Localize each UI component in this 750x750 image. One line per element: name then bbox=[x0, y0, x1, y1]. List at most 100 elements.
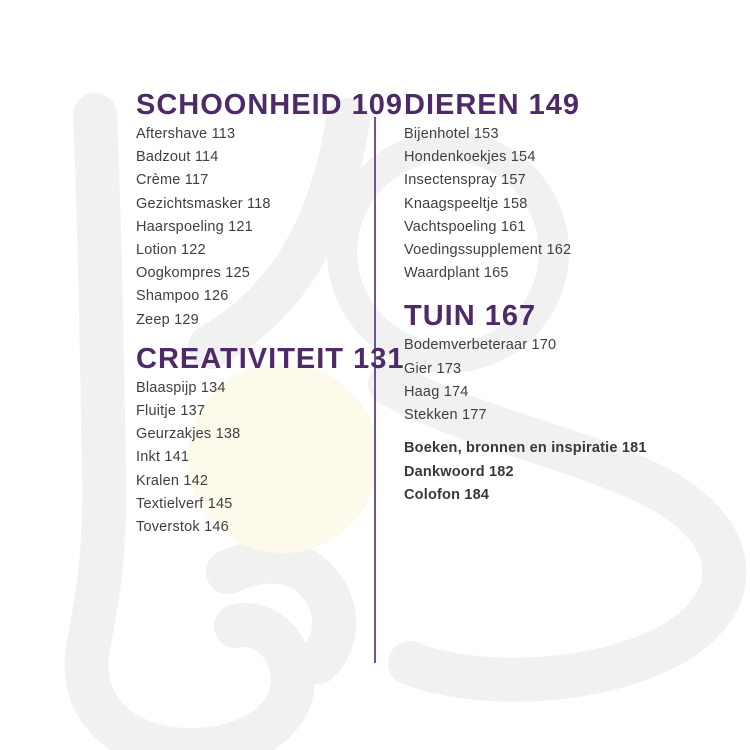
entry-label: Colofon bbox=[404, 487, 461, 504]
toc-entry-geurzakjes: Geurzakjes 138 bbox=[136, 423, 404, 446]
entry-label: Hondenkoekjes bbox=[404, 149, 507, 166]
entry-label: Vachtspoeling bbox=[404, 218, 497, 235]
entry-page: 145 bbox=[207, 495, 233, 512]
entry-label: Toverstok bbox=[136, 519, 200, 536]
entry-page: 126 bbox=[203, 288, 229, 305]
toc-entry-insectenspray: Insectenspray 157 bbox=[404, 169, 647, 192]
entry-page: 158 bbox=[502, 195, 528, 212]
toc-entry-waardplant: Waardplant 165 bbox=[404, 262, 647, 285]
flower-petal-right-stroke bbox=[188, 98, 370, 369]
entry-page: 137 bbox=[180, 403, 206, 420]
toc-column-right: DIEREN 149 Bijenhotel 153 Hondenkoekjes … bbox=[404, 90, 647, 507]
section-heading-creativiteit: CREATIVITEIT 131 bbox=[136, 344, 404, 374]
toc-entry-fluitje: Fluitje 137 bbox=[136, 400, 404, 423]
toc-entry-haarspoeling: Haarspoeling 121 bbox=[136, 216, 404, 239]
entry-page: 154 bbox=[510, 149, 536, 166]
entry-label: Fluitje bbox=[136, 403, 177, 420]
section-title: DIEREN bbox=[404, 89, 520, 121]
entry-page: 141 bbox=[164, 449, 190, 466]
entry-label: Shampoo bbox=[136, 288, 200, 305]
entry-page: 129 bbox=[174, 311, 199, 328]
entry-page: 153 bbox=[473, 126, 499, 142]
entry-page: 113 bbox=[211, 126, 236, 142]
flower-leaf-swoosh-stroke bbox=[368, 362, 747, 702]
entry-label: Knaagspeeltje bbox=[404, 195, 499, 212]
entry-page: 181 bbox=[621, 440, 647, 457]
section-items-schoonheid: Aftershave 113 Badzout 114 Crème 117 Gez… bbox=[136, 123, 404, 332]
toc-entry-hondenkoekjes: Hondenkoekjes 154 bbox=[404, 146, 647, 169]
entry-label: Gezichtsmasker bbox=[136, 195, 243, 212]
toc-entry-colofon: Colofon 184 bbox=[404, 484, 647, 507]
entry-label: Geurzakjes bbox=[136, 426, 212, 443]
entry-page: 161 bbox=[500, 218, 526, 235]
toc-entry-aftershave: Aftershave 113 bbox=[136, 123, 404, 146]
entry-page: 117 bbox=[184, 172, 209, 189]
section-heading-tuin: TUIN 167 bbox=[404, 301, 647, 331]
entry-page: 134 bbox=[200, 379, 226, 396]
section-heading-schoonheid: SCHOONHEID 109 bbox=[136, 90, 404, 120]
toc-entry-dankwoord: Dankwoord 182 bbox=[404, 461, 647, 484]
toc-entry-inkt: Inkt 141 bbox=[136, 446, 404, 469]
entry-label: Oogkompres bbox=[136, 265, 222, 282]
entry-label: Gier bbox=[404, 360, 433, 377]
entry-label: Boeken, bronnen en inspiratie bbox=[404, 440, 618, 457]
entry-page: 184 bbox=[464, 487, 490, 504]
toc-entry-stekken: Stekken 177 bbox=[404, 404, 647, 427]
entry-page: 125 bbox=[225, 265, 251, 282]
entry-page: 162 bbox=[546, 242, 572, 259]
toc-entry-knaagspeeltje: Knaagspeeltje 158 bbox=[404, 193, 647, 216]
entry-page: 146 bbox=[204, 519, 229, 536]
flower-swirl-bridge-stroke bbox=[206, 539, 357, 684]
entry-page: 173 bbox=[436, 360, 462, 377]
section-page-number: 131 bbox=[353, 342, 405, 375]
entry-label: Kralen bbox=[136, 472, 180, 489]
entry-page: 177 bbox=[462, 407, 487, 424]
entry-label: Waardplant bbox=[404, 265, 480, 282]
toc-entry-bijenhotel: Bijenhotel 153 bbox=[404, 123, 647, 146]
section-heading-dieren: DIEREN 149 bbox=[404, 90, 647, 120]
cream-circle bbox=[188, 363, 378, 553]
entry-label: Aftershave bbox=[136, 126, 208, 142]
entry-label: Stekken bbox=[404, 407, 458, 424]
toc-entry-gier: Gier 173 bbox=[404, 358, 647, 381]
toc-entry-textielverf: Textielverf 145 bbox=[136, 493, 404, 516]
toc-entry-blaaspijp: Blaaspijp 134 bbox=[136, 377, 404, 400]
flower-stem-stroke bbox=[64, 93, 315, 750]
entry-page: 165 bbox=[483, 265, 509, 282]
section-page-number: 167 bbox=[484, 300, 537, 333]
section-title: SCHOONHEID bbox=[136, 89, 343, 121]
entry-page: 170 bbox=[531, 337, 557, 354]
entry-label: Lotion bbox=[136, 242, 177, 259]
entry-page: 157 bbox=[501, 172, 526, 189]
entry-page: 121 bbox=[228, 218, 253, 235]
entry-label: Badzout bbox=[136, 149, 191, 166]
toc-entry-haag: Haag 174 bbox=[404, 381, 647, 404]
section-title: CREATIVITEIT bbox=[136, 342, 345, 375]
toc-entry-bodemverbeteraar: Bodemverbeteraar 170 bbox=[404, 334, 647, 357]
section-title: TUIN bbox=[404, 300, 476, 333]
entry-label: Zeep bbox=[136, 311, 170, 328]
toc-entry-kralen: Kralen 142 bbox=[136, 470, 404, 493]
section-page-number: 149 bbox=[528, 89, 581, 121]
entry-label: Bodemverbeteraar bbox=[404, 337, 528, 354]
toc-column-left: SCHOONHEID 109 Aftershave 113 Badzout 11… bbox=[136, 90, 404, 539]
section-page-number: 109 bbox=[351, 89, 404, 121]
toc-entry-zeep: Zeep 129 bbox=[136, 309, 404, 332]
entry-page: 118 bbox=[246, 195, 271, 212]
toc-entry-oogkompres: Oogkompres 125 bbox=[136, 262, 404, 285]
entry-page: 174 bbox=[443, 383, 469, 400]
section-items-dieren: Bijenhotel 153 Hondenkoekjes 154 Insecte… bbox=[404, 123, 647, 285]
toc-entry-vachtspoeling: Vachtspoeling 161 bbox=[404, 216, 647, 239]
section-items-creativiteit: Blaaspijp 134 Fluitje 137 Geurzakjes 138… bbox=[136, 377, 404, 539]
entry-label: Haarspoeling bbox=[136, 218, 224, 235]
column-divider-line bbox=[374, 117, 376, 663]
entry-page: 122 bbox=[180, 242, 206, 259]
toc-entry-lotion: Lotion 122 bbox=[136, 239, 404, 262]
flower-ring-stroke bbox=[327, 131, 569, 373]
back-matter-entries: Boeken, bronnen en inspiratie 181 Dankwo… bbox=[404, 437, 647, 507]
section-items-tuin: Bodemverbeteraar 170 Gier 173 Haag 174 S… bbox=[404, 334, 647, 427]
toc-entry-badzout: Badzout 114 bbox=[136, 146, 404, 169]
entry-label: Haag bbox=[404, 383, 440, 400]
